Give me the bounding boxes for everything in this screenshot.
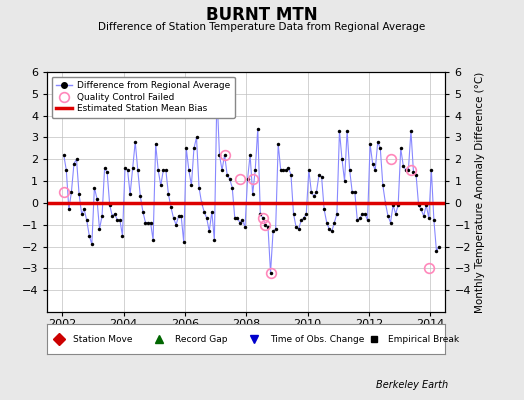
Text: Time of Obs. Change: Time of Obs. Change	[270, 334, 365, 344]
Text: Record Gap: Record Gap	[174, 334, 227, 344]
Text: BURNT MTN: BURNT MTN	[206, 6, 318, 24]
Text: Empirical Break: Empirical Break	[388, 334, 459, 344]
Text: Station Move: Station Move	[73, 334, 133, 344]
Legend: Difference from Regional Average, Quality Control Failed, Estimated Station Mean: Difference from Regional Average, Qualit…	[52, 76, 235, 118]
Text: Berkeley Earth: Berkeley Earth	[376, 380, 448, 390]
Text: Difference of Station Temperature Data from Regional Average: Difference of Station Temperature Data f…	[99, 22, 425, 32]
Y-axis label: Monthly Temperature Anomaly Difference (°C): Monthly Temperature Anomaly Difference (…	[475, 71, 485, 313]
